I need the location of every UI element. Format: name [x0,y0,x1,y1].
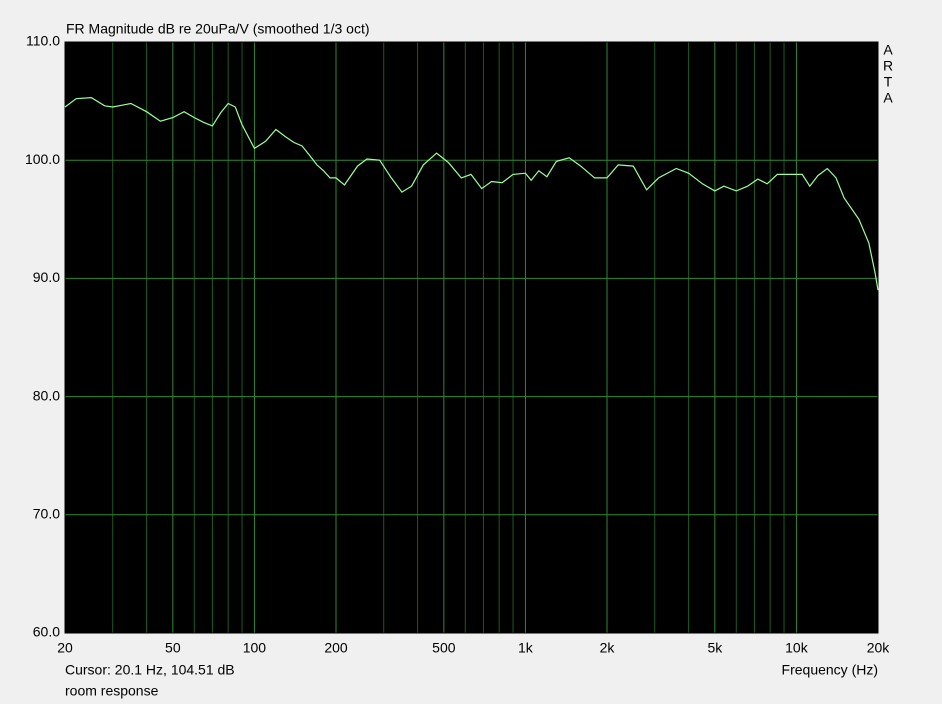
chart-title: FR Magnitude dB re 20uPa/V (smoothed 1/3… [66,21,370,37]
data-line [64,96,879,291]
x-tick-label: 20 [57,640,73,656]
cursor-readout: Cursor: 20.1 Hz, 104.51 dB [65,662,235,678]
brand-letter: A [883,42,893,58]
plot-border [64,41,879,634]
y-tick-label: 80.0 [33,387,60,403]
y-tick-label: 60.0 [33,624,60,640]
x-tick-label: 1k [518,640,534,656]
brand-letter: T [884,74,893,90]
brand-letter: A [883,90,893,106]
plot-area [65,42,878,633]
brand-letter: R [883,58,893,74]
x-tick-label: 10k [785,640,809,656]
x-tick-label: 500 [432,640,456,656]
x-tick-label: 20k [867,640,891,656]
x-tick-label: 50 [165,640,181,656]
y-tick-label: 90.0 [33,269,60,285]
y-tick-label: 100.0 [25,151,60,167]
x-tick-label: 5k [707,640,723,656]
y-tick-label: 70.0 [33,506,60,522]
x-tick-label: 2k [600,640,616,656]
y-tick-label: 110.0 [26,33,60,49]
legend-entry: room response [65,683,159,699]
x-axis-label: Frequency (Hz) [782,662,878,678]
x-tick-label: 200 [324,640,348,656]
x-tick-label: 100 [243,640,267,656]
